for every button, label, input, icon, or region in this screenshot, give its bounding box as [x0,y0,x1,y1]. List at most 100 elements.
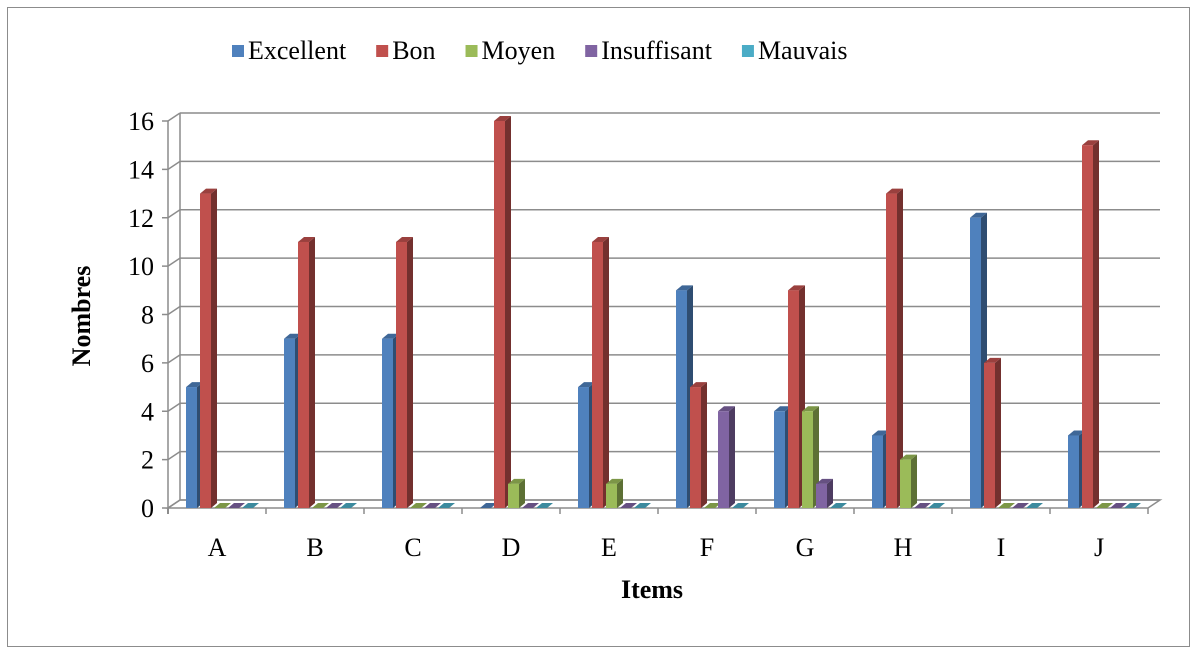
bar [830,503,847,508]
bar [1082,140,1099,508]
bar [410,503,427,508]
bar-side [407,236,413,508]
bar-top [410,503,427,508]
bar-top [508,478,525,484]
bar [732,503,749,508]
bar-front [774,411,785,508]
bar-front [788,290,799,508]
bar [396,236,413,508]
bar-top [200,188,217,194]
y-tick-label: 14 [128,155,154,184]
legend-label: Excellent [248,36,347,65]
bar-front [606,483,617,508]
legend-label: Mauvais [758,36,848,65]
bar-top [242,503,259,508]
bar-side [1093,140,1099,508]
bar-top [424,503,441,508]
bar-top [522,503,539,508]
bar-top [1012,503,1029,508]
gridline-depth [167,402,181,412]
bar-front [1068,435,1079,508]
bar [424,503,441,508]
gridline-depth [167,160,181,170]
bar-side [519,478,525,508]
bar-top [634,503,651,508]
bar-top [984,357,1001,363]
x-tick-label: H [894,533,913,562]
bar-side [911,454,917,508]
bar-top [214,503,231,508]
bar [214,503,231,508]
bar-top [914,503,931,508]
bar [620,503,637,508]
bar-top [704,503,721,508]
bar-front [200,193,211,508]
bar-top [480,503,497,508]
legend-label: Bon [392,36,435,65]
bar [480,503,497,508]
x-tick-label: F [700,533,714,562]
bar-top [928,503,945,508]
x-axis-title: Items [621,575,683,604]
bar-side [211,188,217,508]
bar-top [1124,503,1141,508]
bar-top [830,503,847,508]
bar-top [788,285,805,291]
bar-top [690,382,707,388]
bar-top [312,503,329,508]
y-tick-label: 12 [128,204,154,233]
bar-front [900,459,911,508]
gridline-depth [167,354,181,364]
bar-front [508,483,519,508]
bar-top [396,236,413,242]
bar-front [382,338,393,508]
legend-item: Mauvais [741,36,848,65]
gridline-depth [167,305,181,316]
bar [984,357,1001,508]
bar-top [186,382,203,388]
bar-front [186,387,197,508]
bar-top [774,406,791,412]
bar-top [998,503,1015,508]
bars [186,116,1141,508]
bar [312,503,329,508]
bar [228,503,245,508]
bar-top [298,236,315,242]
bar-side [729,406,735,508]
bar-top [718,406,735,412]
bar-top [970,212,987,218]
bar-top [326,503,343,508]
bar-front [578,387,589,508]
bar-top [578,382,595,388]
bar [1124,503,1141,508]
bar-top [802,406,819,412]
legend: Excellent Bon Moyen Insuffisant Mauvais [232,36,847,65]
bar-top [284,333,301,339]
bar-side [505,116,511,508]
y-tick-label: 2 [141,446,154,475]
bar-front [984,362,995,508]
bar [200,188,217,508]
y-tick-label: 10 [128,252,154,281]
bar [592,236,609,508]
bar-top [816,478,833,484]
bar [438,503,455,508]
legend-item: Insuffisant [585,36,713,65]
x-tick-label: C [404,533,421,562]
y-tick-label: 8 [141,301,154,330]
bar-top [732,503,749,508]
y-tick-labels: 0 2 4 6 8 10 12 14 16 [128,107,154,523]
legend-label: Moyen [482,36,556,65]
bar [1096,503,1113,508]
bar-top [536,503,553,508]
bar-top [886,188,903,194]
bar [928,503,945,508]
legend-swatch [741,45,754,57]
bar-front [494,121,505,508]
legend-swatch [465,45,478,57]
x-tick-label: I [997,533,1006,562]
bar-front [872,435,883,508]
y-tick-label: 4 [141,397,154,426]
legend-item: Bon [376,36,436,65]
